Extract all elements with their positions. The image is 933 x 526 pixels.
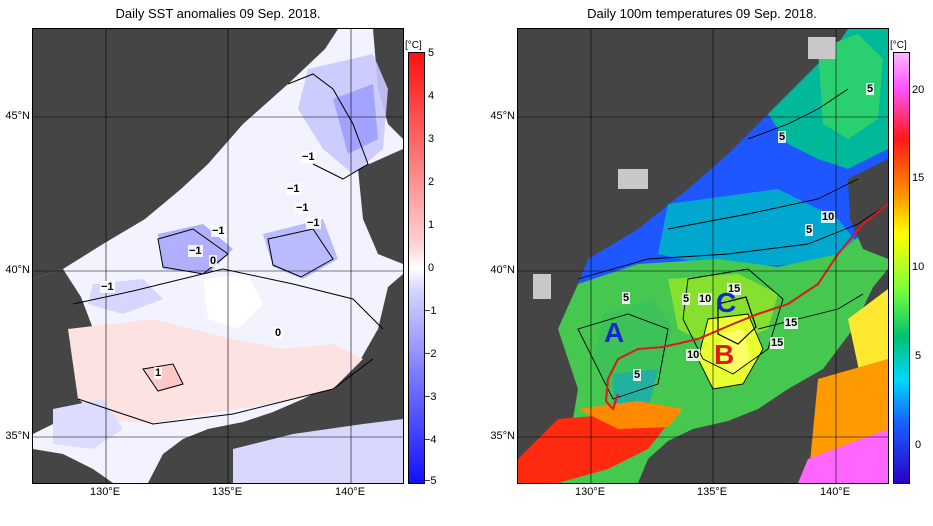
- temperature-unit-label: [°C]: [890, 40, 907, 51]
- lat-label-40n: 40°N: [5, 264, 30, 276]
- contour-label: −1: [188, 245, 203, 257]
- contour-label: −1: [301, 151, 316, 163]
- lat-label-45n: 45°N: [5, 110, 30, 122]
- land-mainland: [33, 29, 338, 279]
- lat-label-45n: 45°N: [490, 110, 515, 122]
- lon-label-135e: 135°E: [211, 486, 243, 498]
- region-letter-b: B: [714, 339, 735, 370]
- contour-label: 5: [778, 131, 787, 143]
- sst-anomaly-map-canvas: [33, 29, 403, 483]
- anomaly-unit-label: [°C]: [405, 40, 422, 51]
- temperature-100m-map: 5 5 10 5 5 5 10 15 15 15 10 5 A B C: [517, 28, 889, 484]
- temperature-map-title: Daily 100m temperatures 09 Sep. 2018.: [587, 6, 817, 21]
- region-letter-a: A: [604, 317, 625, 348]
- contour-label: 0: [209, 255, 218, 267]
- anomaly-colorbar: [408, 52, 425, 484]
- contour-label: 10: [698, 293, 713, 305]
- contour-label: −1: [286, 183, 301, 195]
- contour-label: 1: [154, 367, 163, 379]
- lat-label-35n: 35°N: [5, 430, 30, 442]
- lon-label-140e: 140°E: [334, 486, 366, 498]
- contour-label: 5: [622, 292, 631, 304]
- temperature-colorbar: [893, 52, 910, 484]
- contour-label: 0: [274, 327, 283, 339]
- land-sakhalin: [373, 29, 403, 139]
- anomaly-tick: −3: [424, 391, 437, 403]
- contour-label: 5: [866, 83, 875, 95]
- anomaly-tick: 4: [428, 90, 435, 102]
- anomaly-tick: 0: [428, 262, 435, 274]
- contour-label: 10: [686, 349, 701, 361]
- contour-label: 5: [682, 293, 691, 305]
- anomaly-tick: −2: [424, 348, 437, 360]
- anomaly-tick: −4: [424, 434, 437, 446]
- temperature-map-canvas: [518, 29, 888, 483]
- lat-label-35n: 35°N: [490, 430, 515, 442]
- land-kyushu: [33, 449, 113, 483]
- anomaly-tick: 1: [428, 219, 435, 231]
- contour-label: 15: [784, 317, 799, 329]
- lat-label-40n: 40°N: [490, 264, 515, 276]
- anomaly-tick: −5: [424, 475, 437, 487]
- temperature-tick: 15: [912, 172, 925, 184]
- land-hokkaido: [358, 149, 403, 264]
- temperature-tick: 0: [915, 439, 922, 451]
- lon-label-140e: 140°E: [819, 486, 851, 498]
- lon-label-130e: 130°E: [574, 486, 606, 498]
- contour-label: −1: [211, 225, 226, 237]
- region-letter-c: C: [716, 287, 737, 318]
- lon-label-135e: 135°E: [696, 486, 728, 498]
- contour-label: −1: [295, 202, 310, 214]
- contour-label: 10: [821, 211, 836, 223]
- lon-label-130e: 130°E: [89, 486, 121, 498]
- sst-anomaly-map: −1 −1 −1 −1 −1 −1 0 −1 0 1: [32, 28, 404, 484]
- contour-label: 15: [770, 337, 785, 349]
- anomaly-map-title: Daily SST anomalies 09 Sep. 2018.: [115, 6, 321, 21]
- anomaly-tick: 5: [428, 47, 435, 59]
- temperature-tick: 10: [912, 261, 925, 273]
- contour-label: −1: [306, 217, 321, 229]
- contour-label: 5: [633, 369, 642, 381]
- contour-label: 5: [805, 224, 814, 236]
- anomaly-tick: −1: [424, 305, 437, 317]
- temperature-tick: 20: [912, 84, 925, 96]
- contour-label: −1: [100, 281, 115, 293]
- anomaly-tick: 2: [428, 176, 435, 188]
- contour-label: 15: [727, 283, 742, 295]
- anomaly-tick: 3: [428, 133, 435, 145]
- temperature-tick: 5: [915, 350, 922, 362]
